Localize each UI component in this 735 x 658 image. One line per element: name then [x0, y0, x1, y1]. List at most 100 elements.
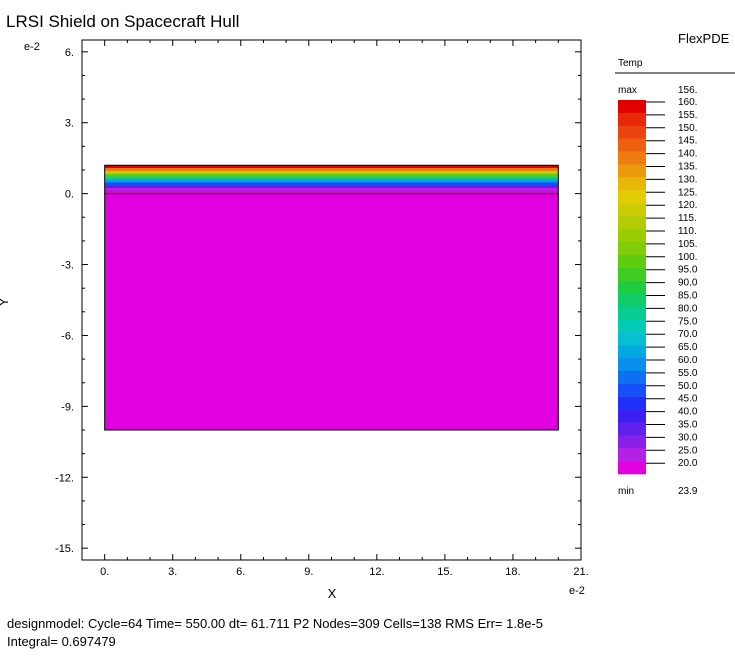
y-tick-label: -15. — [55, 543, 74, 555]
legend-swatch — [618, 461, 646, 475]
chart-title: LRSI Shield on Spacecraft Hull — [6, 12, 239, 31]
legend-level-label: 65.0 — [678, 342, 698, 353]
legend-level-label: 45.0 — [678, 394, 698, 405]
legend-level-label: 155. — [678, 110, 697, 121]
legend-level-label: 115. — [678, 213, 697, 224]
y-tick-label: -9. — [61, 401, 74, 413]
legend-variable-label: Temp — [618, 58, 643, 69]
legend-swatch — [618, 164, 646, 178]
y-tick-label: 6. — [65, 47, 74, 59]
x-tick-label: 15. — [437, 566, 452, 578]
legend-level-label: 95.0 — [678, 265, 698, 276]
y-axis-label: Y — [0, 297, 11, 306]
status-line-run-info: designmodel: Cycle=64 Time= 550.00 dt= 6… — [7, 616, 543, 631]
y-tick-label: -12. — [55, 472, 74, 484]
legend-level-label: 35.0 — [678, 420, 698, 431]
legend-swatch — [618, 409, 646, 423]
legend-level-label: 140. — [678, 149, 697, 160]
legend-swatch — [618, 280, 646, 294]
x-axis-ticks: 0. 3. 6. 9. 12. 15. 18. 21. — [100, 40, 589, 578]
x-tick-label: 9. — [304, 566, 313, 578]
legend-swatch — [618, 293, 646, 307]
legend-level-label: 85.0 — [678, 291, 698, 302]
legend-min-label: min — [618, 486, 634, 497]
legend-swatch — [618, 345, 646, 359]
legend-swatch — [618, 358, 646, 372]
legend-level-label: 160. — [678, 97, 697, 108]
shield-band — [104, 179, 559, 183]
legend-swatch — [618, 241, 646, 255]
plot-area — [81, 39, 582, 561]
hull-region — [104, 193, 559, 430]
legend-swatch — [618, 177, 646, 191]
legend-level-label: 110. — [678, 226, 697, 237]
legend-swatch — [618, 138, 646, 152]
legend-max-label: max — [618, 85, 637, 96]
shield-band — [104, 168, 559, 172]
shield-band — [104, 173, 559, 177]
y-tick-label: 3. — [65, 118, 74, 130]
legend-level-label: 80.0 — [678, 303, 698, 314]
legend-level-label: 90.0 — [678, 278, 698, 289]
legend-level-label: 60.0 — [678, 355, 698, 366]
legend-swatch — [618, 332, 646, 346]
legend-level-label: 100. — [678, 252, 697, 263]
legend-swatch — [618, 435, 646, 449]
legend-swatch — [618, 396, 646, 410]
legend-swatch — [618, 370, 646, 384]
legend-level-label: 25.0 — [678, 445, 698, 456]
y-tick-label: 0. — [65, 189, 74, 201]
legend-level-label: 40.0 — [678, 407, 698, 418]
legend-min-value: 23.9 — [678, 486, 698, 497]
legend-swatch — [618, 229, 646, 243]
x-tick-label: 6. — [236, 566, 245, 578]
shield-band — [104, 187, 559, 192]
legend-level-label: 150. — [678, 123, 697, 134]
legend-swatch — [618, 125, 646, 139]
legend-level-label: 135. — [678, 162, 697, 173]
x-tick-label: 12. — [369, 566, 384, 578]
legend-swatch — [618, 422, 646, 436]
legend-level-label: 55.0 — [678, 368, 698, 379]
legend-level-label: 130. — [678, 174, 697, 185]
x-tick-label: 0. — [100, 566, 109, 578]
y-tick-label: -3. — [61, 260, 74, 272]
x-tick-label: 18. — [505, 566, 520, 578]
legend-swatch — [618, 254, 646, 268]
legend-swatch — [618, 216, 646, 230]
app-name: FlexPDE — [678, 31, 730, 46]
y-axis-ticks: 6. 3. 0. -3. -6. -9. -12. -15. — [55, 47, 581, 555]
color-legend: Temp max 156. min 23.9 160.155.150.145.1… — [615, 58, 735, 497]
legend-level-label: 145. — [678, 136, 697, 147]
legend-swatch — [618, 190, 646, 204]
legend-swatch — [618, 203, 646, 217]
shield-band — [104, 176, 559, 180]
legend-level-label: 20.0 — [678, 458, 698, 469]
shield-band — [104, 165, 559, 169]
legend-swatch — [618, 112, 646, 126]
legend-level-label: 120. — [678, 200, 697, 211]
legend-swatch — [618, 448, 646, 462]
y-exponent-label: e-2 — [24, 41, 40, 53]
legend-swatch — [618, 383, 646, 397]
shield-band — [104, 190, 559, 194]
status-line-integral: Integral= 0.697479 — [7, 634, 116, 649]
shield-band — [104, 170, 559, 175]
legend-swatch — [618, 100, 646, 114]
legend-level-label: 75.0 — [678, 316, 698, 327]
legend-level-label: 30.0 — [678, 432, 698, 443]
x-tick-label: 3. — [168, 566, 177, 578]
legend-max-value: 156. — [678, 85, 697, 96]
legend-level-label: 50.0 — [678, 381, 698, 392]
legend-swatch — [618, 306, 646, 320]
legend-swatch — [618, 267, 646, 281]
x-axis-label: X — [328, 586, 337, 601]
domain-outline — [104, 164, 559, 431]
shield-band — [104, 185, 559, 189]
x-tick-label: 21. — [573, 566, 588, 578]
y-tick-label: -6. — [61, 330, 74, 342]
legend-color-bar: 160. 155. 150. 145. 140. 135.130. 125. 120. 115.… — [618, 97, 698, 475]
legend-level-label: 125. — [678, 187, 697, 198]
x-exponent-label: e-2 — [569, 585, 585, 597]
